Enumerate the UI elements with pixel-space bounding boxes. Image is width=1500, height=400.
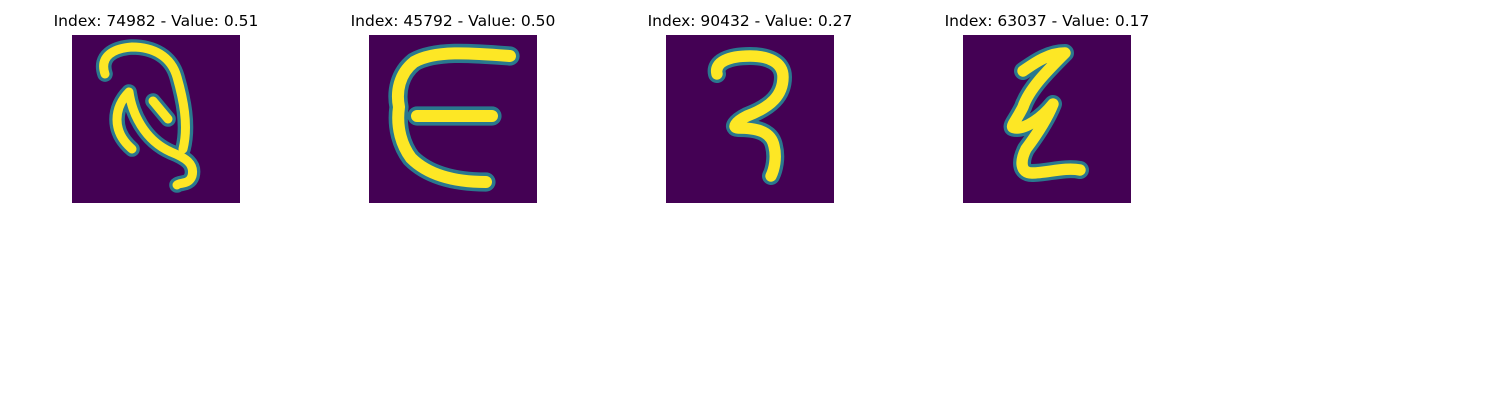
handwritten-glyph-image — [666, 35, 834, 203]
panel-title: Index: 63037 - Value: 0.17 — [944, 12, 1150, 30]
image-panel: Index: 63037 - Value: 0.17 — [937, 10, 1157, 210]
handwritten-glyph-image — [72, 35, 240, 203]
image-panel: Index: 74982 - Value: 0.51 — [46, 10, 266, 210]
panel-title: Index: 45792 - Value: 0.50 — [350, 12, 556, 30]
image-panel: Index: 45792 - Value: 0.50 — [343, 10, 563, 210]
panel-title: Index: 90432 - Value: 0.27 — [647, 12, 853, 30]
handwritten-glyph-image — [369, 35, 537, 203]
handwritten-glyph-image — [963, 35, 1131, 203]
image-panel: Index: 90432 - Value: 0.27 — [640, 10, 860, 210]
panel-title: Index: 74982 - Value: 0.51 — [53, 12, 259, 30]
